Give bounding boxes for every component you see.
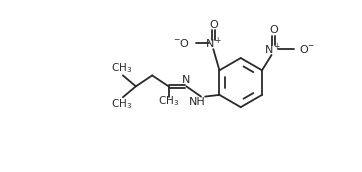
Text: CH$_3$: CH$_3$: [158, 94, 179, 108]
Text: $^{-}$O: $^{-}$O: [173, 37, 190, 49]
Text: O: O: [269, 25, 278, 35]
Text: CH$_3$: CH$_3$: [110, 62, 132, 76]
Text: NH: NH: [189, 97, 206, 107]
Text: N: N: [182, 75, 190, 85]
Text: CH$_3$: CH$_3$: [110, 97, 132, 111]
Text: O$^{-}$: O$^{-}$: [299, 43, 315, 55]
Text: N$^+$: N$^+$: [205, 36, 222, 51]
Text: O: O: [209, 20, 218, 30]
Text: N$^+$: N$^+$: [265, 41, 282, 57]
